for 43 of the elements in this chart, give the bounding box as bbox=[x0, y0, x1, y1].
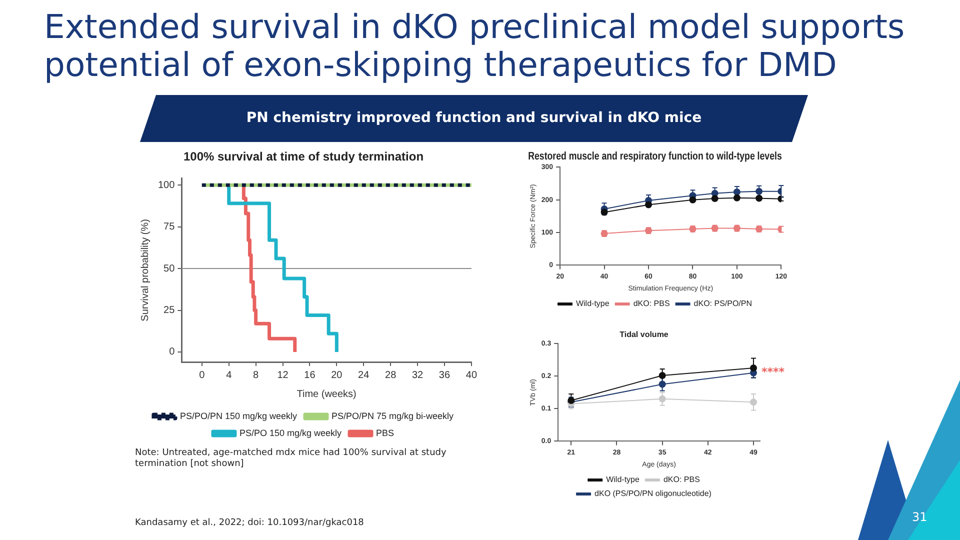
text: Extended survival in dKO preclinical model supports potential of exon-skipping therapeutics for DMD bbox=[44, 7, 906, 84]
x-tick-label: 8 bbox=[253, 370, 260, 381]
annotation: **** bbox=[761, 366, 785, 379]
point bbox=[658, 372, 666, 379]
y-tick-label: 0 bbox=[169, 346, 176, 358]
y-tick-label: 100 bbox=[158, 180, 176, 191]
legend-label: dKO: PBS bbox=[633, 299, 670, 308]
x-tick-label: 16 bbox=[304, 370, 316, 381]
legend-label: PS/PO 150 mg/kg weekly bbox=[239, 428, 342, 438]
text: 31 bbox=[912, 510, 928, 524]
x-tick-label: 32 bbox=[412, 370, 424, 381]
legend-label: dKO (PS/PO/PN oligonucleotide) bbox=[594, 489, 712, 498]
legend-label: PS/PO/PN 150 mg/kg weekly bbox=[180, 410, 298, 421]
legend-label: Wild-type bbox=[576, 299, 610, 308]
chart-title: Tidal volume bbox=[620, 330, 669, 340]
legend-label: PBS bbox=[376, 428, 394, 438]
x-tick-label: 24 bbox=[358, 370, 370, 381]
chart-title: 100% survival at time of study termination bbox=[183, 150, 424, 164]
y-axis-title: Survival probability (%) bbox=[140, 219, 151, 322]
text: Note: Untreated, age-matched mdx mice had 100% survival at study termination [not shown] bbox=[135, 448, 448, 470]
text: Kandasamy et al., 2022; doi: 10.1093/nar/gkac018 bbox=[135, 518, 364, 528]
point bbox=[658, 395, 666, 402]
legend-label: PS/PO/PN 75 mg/kg bi-weekly bbox=[332, 410, 454, 421]
point bbox=[733, 188, 740, 196]
legend-label: dKO: PS/PO/PN bbox=[694, 299, 752, 308]
x-tick-label: 12 bbox=[277, 370, 289, 381]
x-tick-label: 28 bbox=[385, 370, 397, 381]
chart-title: Restored muscle and respiratory function to wild-type levels bbox=[528, 150, 782, 163]
x-axis-title: Time (weeks) bbox=[296, 388, 356, 400]
point bbox=[750, 364, 757, 372]
y-tick-label: 50 bbox=[164, 263, 176, 274]
x-tick-label: 4 bbox=[226, 370, 232, 381]
x-tick-label: 0 bbox=[199, 370, 206, 381]
legend-label: Wild-type bbox=[606, 475, 640, 484]
x-tick-label: 40 bbox=[466, 370, 478, 381]
point bbox=[756, 188, 763, 195]
x-tick-label: 20 bbox=[331, 370, 343, 381]
legend-label: dKO: PBS bbox=[663, 475, 700, 484]
y-tick-label: 25 bbox=[164, 305, 176, 316]
point bbox=[750, 398, 757, 406]
y-tick-label: 75 bbox=[164, 222, 176, 233]
x-tick-label: 36 bbox=[438, 370, 450, 381]
point bbox=[658, 380, 666, 388]
